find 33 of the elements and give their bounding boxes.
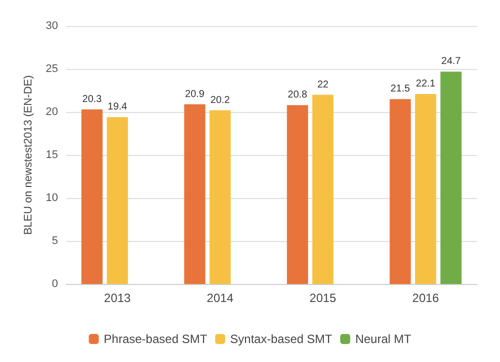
data-label: 20.8	[288, 90, 308, 101]
bar	[184, 104, 206, 284]
y-tick-label: 5	[52, 235, 58, 247]
bar	[81, 109, 103, 284]
y-tick-label: 0	[52, 278, 58, 290]
bar	[440, 72, 462, 284]
y-tick-label: 20	[46, 106, 58, 118]
bar	[390, 99, 411, 284]
bar	[106, 117, 128, 284]
bar	[415, 94, 436, 284]
legend-label: Neural MT	[355, 332, 412, 346]
data-label: 22.1	[416, 78, 436, 90]
data-label: 21.5	[390, 84, 410, 95]
data-label: 22	[317, 79, 329, 90]
x-tick-label: 2014	[206, 291, 234, 305]
bar	[210, 110, 231, 284]
y-tick-label: 30	[46, 20, 58, 32]
legend-label: Syntax-based SMT	[230, 332, 333, 346]
data-label: 20.9	[185, 88, 205, 100]
data-label: 20.2	[210, 94, 230, 106]
x-tick-label: 2016	[412, 291, 440, 305]
bar	[312, 94, 334, 284]
data-label: 20.3	[82, 94, 102, 105]
y-axis-title: BLEU on newstest2013 (EN-DE)	[22, 75, 34, 235]
y-tick-label: 10	[46, 192, 58, 204]
data-label: 24.7	[441, 56, 462, 68]
bar	[286, 105, 308, 284]
y-tick-label: 25	[46, 63, 58, 75]
x-tick-label: 2015	[310, 291, 337, 305]
legend-label: Phrase-based SMT	[104, 332, 208, 346]
x-tick-label: 2013	[104, 291, 132, 305]
y-tick-label: 15	[46, 149, 58, 161]
data-label: 19.4	[108, 102, 128, 113]
